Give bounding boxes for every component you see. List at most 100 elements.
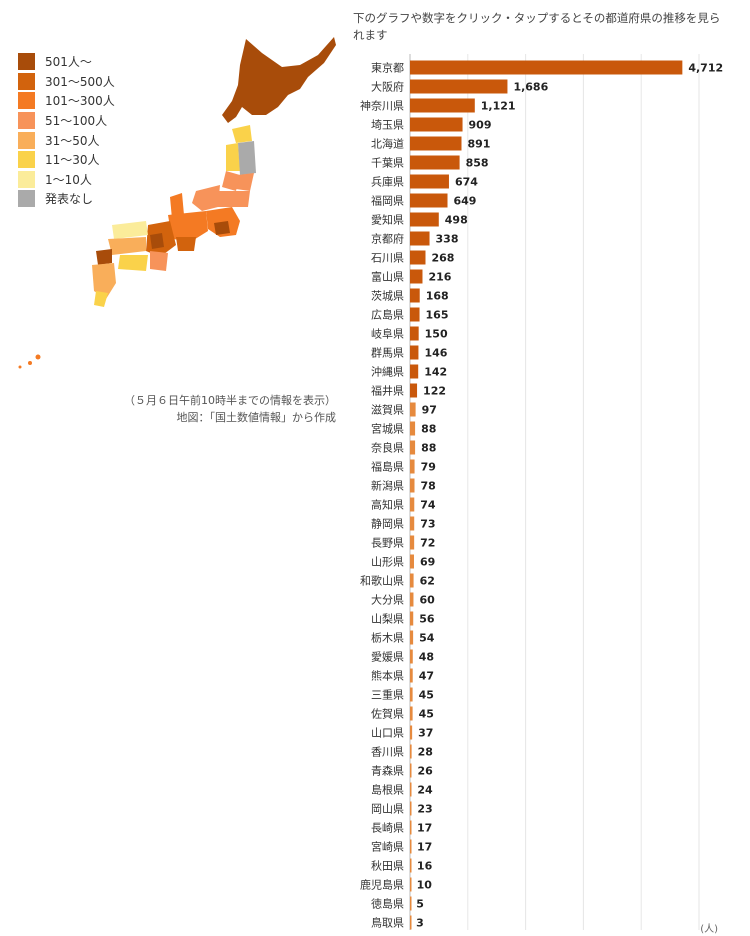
bar[interactable] — [410, 193, 448, 208]
bar[interactable] — [410, 915, 412, 930]
bar-category-label[interactable]: 高知県 — [371, 498, 404, 512]
bar-category-label[interactable]: 大阪府 — [371, 80, 404, 94]
bar[interactable] — [410, 497, 415, 512]
map-region-kagoshima[interactable] — [94, 291, 108, 307]
map-region-yamagata[interactable] — [222, 171, 240, 191]
bar-value-label[interactable]: 649 — [454, 195, 477, 208]
bar[interactable] — [410, 535, 415, 550]
bar[interactable] — [410, 573, 414, 588]
bar-category-label[interactable]: 徳島県 — [371, 897, 404, 911]
bar-category-label[interactable]: 佐賀県 — [371, 707, 404, 721]
bar-category-label[interactable]: 福井県 — [371, 384, 404, 398]
bar-value-label[interactable]: 26 — [418, 765, 434, 778]
bar[interactable] — [410, 744, 412, 759]
bar[interactable] — [410, 611, 414, 626]
bar-category-label[interactable]: 山梨県 — [371, 612, 404, 626]
bar-category-label[interactable]: 沖縄県 — [371, 365, 404, 379]
bar-value-label[interactable]: 165 — [426, 309, 449, 322]
bar[interactable] — [410, 706, 413, 721]
bar-value-label[interactable]: 23 — [417, 803, 432, 816]
bar-category-label[interactable]: 新潟県 — [371, 479, 404, 493]
japan-map[interactable] — [0, 25, 345, 375]
bar-value-label[interactable]: 4,712 — [688, 62, 723, 75]
map-region-kyushu[interactable] — [92, 263, 116, 299]
bar[interactable] — [410, 630, 414, 645]
bar-category-label[interactable]: 青森県 — [371, 764, 404, 778]
bar[interactable] — [410, 250, 426, 265]
bar[interactable] — [410, 212, 439, 227]
bar-category-label[interactable]: 長野県 — [371, 537, 404, 550]
map-region-chubu[interactable] — [168, 211, 208, 241]
bar-category-label[interactable]: 富山県 — [371, 270, 404, 284]
bar-category-label[interactable]: 山形県 — [371, 556, 404, 569]
bar-category-label[interactable]: 岐阜県 — [371, 328, 404, 341]
bar-category-label[interactable]: 石川県 — [371, 252, 404, 265]
bar-value-label[interactable]: 37 — [418, 727, 433, 740]
bar[interactable] — [410, 459, 415, 474]
bar-value-label[interactable]: 858 — [466, 157, 489, 170]
bar[interactable] — [410, 687, 413, 702]
bar-category-label[interactable]: 秋田県 — [371, 859, 404, 873]
bar-value-label[interactable]: 54 — [419, 632, 435, 645]
bar-value-label[interactable]: 72 — [420, 537, 435, 550]
bar[interactable] — [410, 98, 475, 113]
bar[interactable] — [410, 136, 462, 151]
bar-category-label[interactable]: 静岡県 — [371, 517, 404, 531]
bar[interactable] — [410, 763, 412, 778]
bar[interactable] — [410, 668, 413, 683]
bar[interactable] — [410, 839, 412, 854]
bar-category-label[interactable]: 奈良県 — [371, 441, 404, 455]
bar[interactable] — [410, 326, 419, 341]
bar-value-label[interactable]: 338 — [436, 233, 459, 246]
bar[interactable] — [410, 820, 412, 835]
bar-value-label[interactable]: 48 — [419, 651, 434, 664]
bar[interactable] — [410, 421, 416, 436]
map-region-fukuoka[interactable] — [96, 249, 112, 265]
map-region-chugoku-north[interactable] — [112, 221, 148, 239]
bar-value-label[interactable]: 909 — [469, 119, 492, 132]
bar-category-label[interactable]: 神奈川県 — [360, 99, 404, 113]
bar-value-label[interactable]: 88 — [421, 442, 436, 455]
bar-category-label[interactable]: 三重県 — [371, 688, 404, 702]
bar-category-label[interactable]: 島根県 — [371, 783, 404, 797]
bar-category-label[interactable]: 香川県 — [371, 746, 404, 759]
bar-value-label[interactable]: 3 — [416, 917, 424, 930]
map-region-akita[interactable] — [226, 143, 240, 171]
bar-category-label[interactable]: 鹿児島県 — [360, 878, 404, 892]
bar-category-label[interactable]: 埼玉県 — [371, 118, 404, 132]
bar[interactable] — [410, 155, 460, 170]
bar[interactable] — [410, 231, 430, 246]
bar-category-label[interactable]: 栃木県 — [371, 631, 404, 645]
bar-value-label[interactable]: 73 — [420, 518, 435, 531]
bar-category-label[interactable]: 福島県 — [371, 460, 404, 474]
bar-category-label[interactable]: 宮崎県 — [371, 840, 404, 854]
bar-value-label[interactable]: 268 — [431, 252, 454, 265]
bar-value-label[interactable]: 498 — [445, 214, 468, 227]
bar[interactable] — [410, 402, 416, 417]
bar-value-label[interactable]: 45 — [419, 689, 434, 702]
bar[interactable] — [410, 288, 420, 303]
bar-value-label[interactable]: 216 — [428, 271, 451, 284]
bar-value-label[interactable]: 1,121 — [481, 100, 516, 113]
bar-category-label[interactable]: 熊本県 — [371, 669, 404, 683]
bar-category-label[interactable]: 千葉県 — [371, 156, 404, 170]
bar-value-label[interactable]: 62 — [420, 575, 435, 588]
map-region-ishikawa[interactable] — [170, 193, 184, 219]
bar[interactable] — [410, 307, 420, 322]
bar[interactable] — [410, 782, 412, 797]
bar-value-label[interactable]: 24 — [417, 784, 433, 797]
bar-category-label[interactable]: 愛媛県 — [371, 650, 404, 664]
bar[interactable] — [410, 440, 416, 455]
bar-category-label[interactable]: 山口県 — [371, 727, 404, 740]
map-region-okinawa[interactable] — [35, 354, 41, 360]
bar-category-label[interactable]: 長崎県 — [371, 821, 404, 835]
bar-value-label[interactable]: 150 — [425, 328, 448, 341]
map-region-wakayama[interactable] — [150, 251, 168, 271]
bar[interactable] — [410, 383, 418, 398]
bar-category-label[interactable]: 岡山県 — [371, 803, 404, 816]
bar-category-label[interactable]: 広島県 — [371, 308, 404, 322]
map-region-miyagi[interactable] — [236, 173, 254, 191]
map-region-osaka[interactable] — [150, 233, 164, 249]
bar-category-label[interactable]: 和歌山県 — [360, 574, 404, 588]
bar-category-label[interactable]: 茨城県 — [371, 289, 404, 303]
